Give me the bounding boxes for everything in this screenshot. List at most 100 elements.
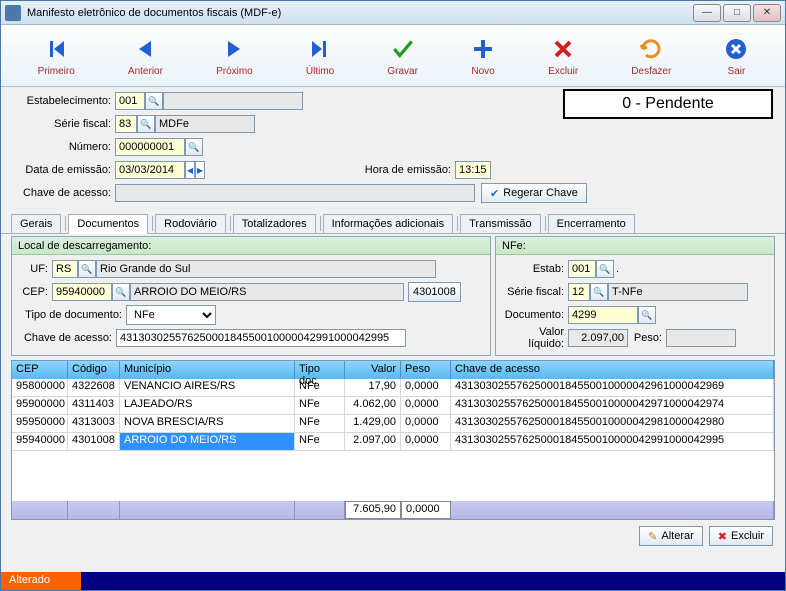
cep-code-button[interactable]: 4301008 xyxy=(408,282,461,302)
tabstrip: Gerais Documentos Rodoviário Totalizadores I… xyxy=(1,210,785,234)
plus-icon xyxy=(471,34,495,64)
close-circle-icon xyxy=(724,34,748,64)
nfe-peso-input xyxy=(666,329,736,347)
hora-input[interactable] xyxy=(455,161,491,179)
refresh-icon xyxy=(639,34,663,64)
table-cell: 4313030255762500018455001000004299100004… xyxy=(451,433,774,451)
alterar-button[interactable]: ✎Alterar xyxy=(639,526,703,546)
tab-totalizadores[interactable]: Totalizadores xyxy=(233,214,316,233)
undo-button[interactable]: Desfazer xyxy=(623,32,679,79)
nfe-doc-label: Documento: xyxy=(502,309,568,321)
table-cell: 95940000 xyxy=(12,433,68,451)
table-cell: ARROIO DO MEIO/RS xyxy=(120,433,295,451)
tipo-select[interactable]: NFe xyxy=(126,305,216,325)
app-icon xyxy=(5,5,21,21)
tab-documentos[interactable]: Documentos xyxy=(68,214,148,234)
table-row[interactable]: 959500004313003NOVA BRESCIA/RSNFe1.429,0… xyxy=(12,415,774,433)
local-chave-input[interactable] xyxy=(116,329,406,347)
first-icon xyxy=(44,34,68,64)
last-icon xyxy=(308,34,332,64)
regerar-button[interactable]: ✔Regerar Chave xyxy=(481,183,587,203)
exit-button[interactable]: Sair xyxy=(716,32,756,79)
cep-label: CEP: xyxy=(18,286,52,298)
table-cell: 4313030255762500018455001000004297100004… xyxy=(451,397,774,415)
grid-col-header[interactable]: Município xyxy=(120,361,295,379)
chave-input xyxy=(115,184,475,202)
prev-icon xyxy=(133,34,157,64)
serie-lookup[interactable]: 🔍 xyxy=(137,115,155,133)
minimize-button[interactable]: — xyxy=(693,4,721,22)
check-icon xyxy=(390,34,416,64)
table-cell: 0,0000 xyxy=(401,379,451,397)
documents-grid: CEPCódigoMunicípioTipo docValorPesoChave… xyxy=(11,360,775,520)
table-cell: 4311403 xyxy=(68,397,120,415)
grid-col-header[interactable]: Chave de acesso xyxy=(451,361,774,379)
numero-label: Número: xyxy=(11,141,115,153)
tab-rodoviário[interactable]: Rodoviário xyxy=(155,214,226,233)
nfe-peso-label: Peso: xyxy=(628,332,666,344)
grid-col-header[interactable]: CEP xyxy=(12,361,68,379)
serie-label: Série fiscal: xyxy=(11,118,115,130)
cep-input[interactable] xyxy=(52,283,112,301)
nfe-estab-input[interactable] xyxy=(568,260,596,278)
nfe-doc-lookup[interactable]: 🔍 xyxy=(638,306,656,324)
maximize-button[interactable]: □ xyxy=(723,4,751,22)
grid-col-header[interactable]: Código xyxy=(68,361,120,379)
chave-label: Chave de acesso: xyxy=(11,187,115,199)
tab-encerramento[interactable]: Encerramento xyxy=(548,214,635,233)
numero-input[interactable] xyxy=(115,138,185,156)
status-alterado: Alterado xyxy=(1,572,81,590)
grid-blank xyxy=(12,451,774,501)
table-cell: 0,0000 xyxy=(401,433,451,451)
table-row[interactable]: 958000004322608VENANCIO AIRES/RSNFe17,90… xyxy=(12,379,774,397)
grid-col-header[interactable]: Peso xyxy=(401,361,451,379)
edit-icon: ✎ xyxy=(648,530,657,543)
table-cell: 95900000 xyxy=(12,397,68,415)
tab-gerais[interactable]: Gerais xyxy=(11,214,61,233)
action-row: ✎Alterar ✖Excluir xyxy=(1,522,785,550)
close-button[interactable]: ✕ xyxy=(753,4,781,22)
table-cell: NFe xyxy=(295,397,345,415)
delete-button[interactable]: Excluir xyxy=(540,32,586,79)
first-button[interactable]: Primeiro xyxy=(30,32,83,79)
table-cell: 1.429,00 xyxy=(345,415,401,433)
serie-input[interactable] xyxy=(115,115,137,133)
nfe-serie-input[interactable] xyxy=(568,283,590,301)
main-window: Manifesto eletrônico de documentos fisca… xyxy=(0,0,786,591)
table-row[interactable]: 959000004311403LAJEADO/RSNFe4.062,000,00… xyxy=(12,397,774,415)
nfe-estab-label: Estab: xyxy=(502,263,568,275)
date-spinner[interactable]: ◀▶ xyxy=(185,161,205,179)
check-small-icon: ✔ xyxy=(490,187,499,200)
tab-informações-adicionais[interactable]: Informações adicionais xyxy=(323,214,454,233)
nfe-doc-input[interactable] xyxy=(568,306,638,324)
table-cell: LAJEADO/RS xyxy=(120,397,295,415)
table-row[interactable]: 959400004301008ARROIO DO MEIO/RSNFe2.097… xyxy=(12,433,774,451)
tipo-label: Tipo de documento: xyxy=(18,309,126,321)
save-button[interactable]: Gravar xyxy=(379,32,426,79)
excluir-row-button[interactable]: ✖Excluir xyxy=(709,526,773,546)
uf-desc xyxy=(96,260,436,278)
prev-button[interactable]: Anterior xyxy=(120,32,171,79)
nfe-panel-header: NFe: xyxy=(496,237,774,255)
last-button[interactable]: Último xyxy=(298,32,342,79)
nfe-serie-lookup[interactable]: 🔍 xyxy=(590,283,608,301)
estab-lookup[interactable]: 🔍 xyxy=(145,92,163,110)
nfe-estab-lookup[interactable]: 🔍 xyxy=(596,260,614,278)
x-icon xyxy=(551,34,575,64)
table-cell: 0,0000 xyxy=(401,397,451,415)
estab-input[interactable] xyxy=(115,92,145,110)
serie-desc xyxy=(155,115,255,133)
uf-input[interactable] xyxy=(52,260,78,278)
grid-col-header[interactable]: Valor xyxy=(345,361,401,379)
data-input[interactable] xyxy=(115,161,185,179)
next-icon xyxy=(222,34,246,64)
uf-label: UF: xyxy=(18,263,52,275)
cep-lookup[interactable]: 🔍 xyxy=(112,283,130,301)
numero-lookup[interactable]: 🔍 xyxy=(185,138,203,156)
x-small-icon: ✖ xyxy=(718,530,727,543)
new-button[interactable]: Novo xyxy=(463,32,503,79)
grid-col-header[interactable]: Tipo doc xyxy=(295,361,345,379)
uf-lookup[interactable]: 🔍 xyxy=(78,260,96,278)
tab-transmissão[interactable]: Transmissão xyxy=(460,214,541,233)
next-button[interactable]: Próximo xyxy=(208,32,261,79)
